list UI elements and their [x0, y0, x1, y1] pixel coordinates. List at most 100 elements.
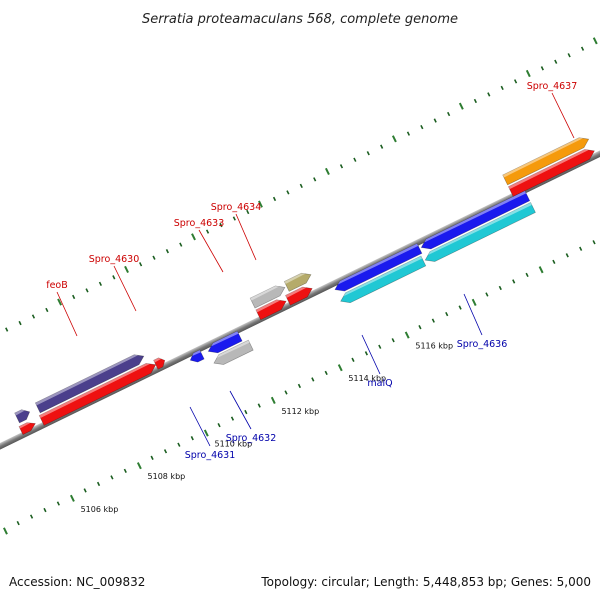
tick-mark: [540, 66, 544, 71]
tick-mark: [525, 69, 531, 78]
tick-mark: [485, 292, 489, 297]
tick-mark: [364, 351, 368, 356]
tick-label: 5110 kbp: [214, 440, 252, 449]
gene-arrow-Spro_4632: [213, 339, 254, 365]
tick-mark: [45, 307, 49, 313]
tick-mark: [31, 314, 36, 319]
tick-mark: [56, 501, 60, 506]
tick-mark: [191, 233, 196, 241]
tick-mark: [445, 311, 449, 317]
tick-mark: [339, 164, 344, 169]
tick-mark: [498, 285, 502, 291]
tick-label: 5114 kbp: [348, 374, 386, 383]
gene-arrow-Spro_4633: [249, 285, 286, 309]
map-title: Serratia proteamaculans 568, complete ge…: [142, 12, 458, 27]
tick-mark: [124, 265, 129, 274]
cds-arrow-Spro_4630: [38, 363, 157, 426]
tick-mark: [579, 246, 583, 251]
tick-mark: [230, 416, 235, 421]
gene-arrow-Spro_4636: [424, 202, 536, 262]
tick-mark: [500, 85, 504, 91]
tick-mark: [567, 53, 571, 58]
tick-mark: [297, 383, 302, 389]
gene-arrow: [14, 409, 31, 424]
tick-mark: [324, 167, 330, 176]
feature-tracks: [14, 137, 595, 435]
tick-mark: [85, 288, 89, 293]
tick-mark: [150, 455, 154, 460]
leader-line: [229, 390, 252, 430]
tick-mark: [203, 429, 209, 437]
tick-mark: [324, 370, 328, 376]
leader-line: [113, 265, 137, 312]
tick-mark: [163, 449, 168, 454]
tick-mark: [418, 325, 422, 330]
tick-mark: [311, 377, 315, 382]
gene-label-Spro_4636: Spro_4636: [457, 339, 508, 350]
tick-mark: [112, 275, 116, 280]
tick-mark: [351, 357, 355, 362]
leader-line: [463, 293, 483, 336]
tick-mark: [378, 344, 382, 349]
tick-mark: [5, 327, 9, 332]
tick-mark: [217, 422, 221, 428]
tick-mark: [110, 475, 114, 480]
tick-mark: [43, 507, 47, 513]
gene-label-Spro_4632: Spro_4632: [226, 433, 277, 444]
gene-label-Spro_4633: Spro_4633: [174, 218, 225, 229]
tick-mark: [406, 131, 411, 136]
tick-mark: [353, 157, 357, 162]
tick-mark: [139, 262, 143, 267]
cds-arrow-malQ: [334, 243, 423, 292]
tick-mark: [29, 514, 34, 519]
gene-arrow-malQ: [340, 255, 427, 304]
tick-mark: [487, 92, 491, 97]
gene-label-Spro_4634: Spro_4634: [211, 202, 262, 213]
tick-mark: [471, 298, 477, 306]
leader-line: [198, 229, 224, 273]
tick-label: 5112 kbp: [281, 407, 319, 416]
leader-line: [235, 213, 257, 261]
tick-mark: [592, 37, 598, 45]
tick-mark: [246, 209, 250, 215]
tick-mark: [512, 279, 516, 284]
tick-mark: [272, 196, 277, 202]
tick-mark: [3, 527, 8, 535]
tick-mark: [98, 281, 103, 287]
gene-label-malQ: malQ: [367, 378, 392, 389]
gene-label-Spro_4630: Spro_4630: [89, 254, 140, 265]
tick-mark: [72, 294, 76, 300]
tick-mark: [458, 102, 464, 110]
tick-mark: [473, 98, 477, 104]
gene-label-feoB: feoB: [46, 280, 68, 291]
cds-arrow-Spro_4631: [189, 349, 205, 363]
accession-text: Accession: NC_009832: [9, 575, 145, 589]
tick-mark: [152, 255, 156, 260]
gene-arrow-Spro_4634: [283, 272, 312, 292]
tick-mark: [552, 259, 556, 264]
tick-mark: [257, 403, 261, 408]
tick-mark: [580, 46, 585, 51]
tick-mark: [190, 436, 194, 441]
tick-mark: [458, 305, 462, 310]
tick-mark: [244, 409, 248, 415]
tick-mark: [592, 240, 596, 245]
tick-mark: [431, 318, 435, 323]
tick-mark: [136, 462, 142, 470]
tick-mark: [313, 177, 317, 182]
gene-arrow-feoB: [34, 354, 145, 414]
tick-mark: [69, 494, 75, 502]
leader-line: [56, 291, 78, 337]
tick-mark: [179, 242, 183, 247]
tick-mark: [554, 59, 558, 64]
tick-mark: [391, 135, 397, 143]
gene-arrow-Spro_4637: [502, 137, 590, 186]
tick-mark: [165, 249, 169, 254]
cds-arrow: [255, 299, 287, 321]
tick-mark: [16, 520, 20, 526]
cds-arrow: [508, 149, 595, 197]
gene-label-Spro_4631: Spro_4631: [185, 450, 236, 461]
tick-label: 5106 kbp: [81, 505, 119, 514]
tick-mark: [83, 488, 87, 493]
